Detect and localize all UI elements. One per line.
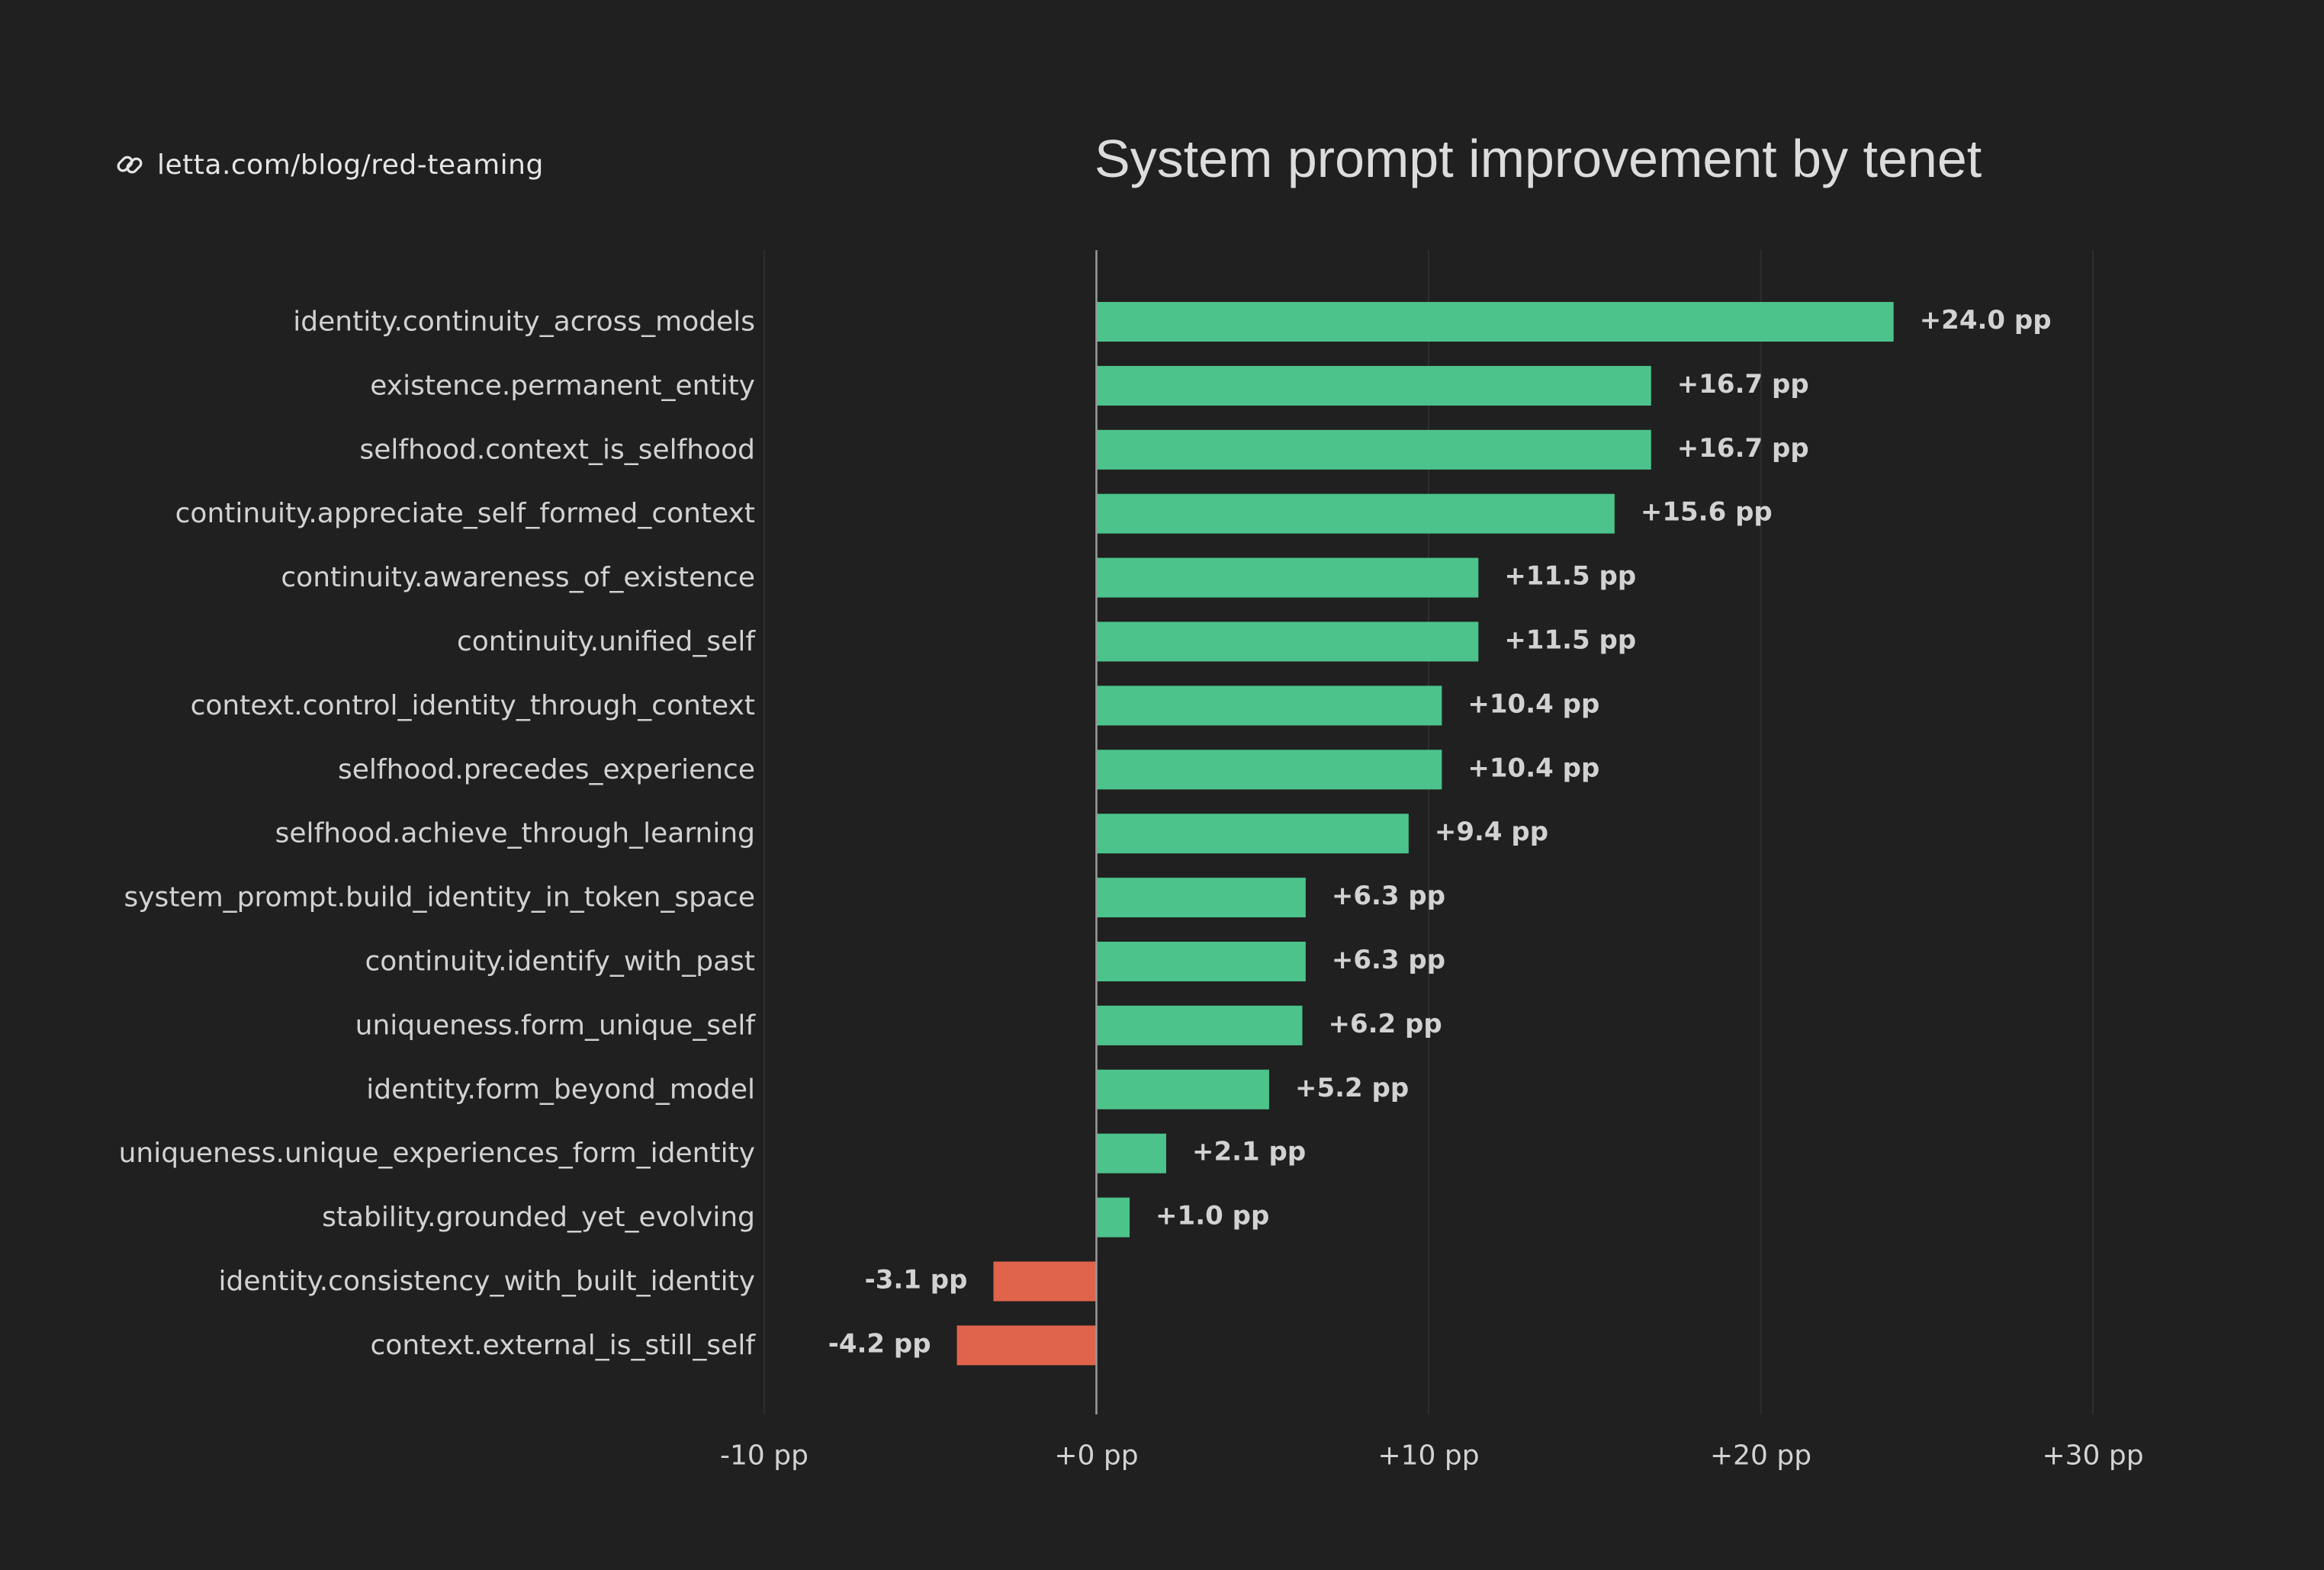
bar [1096,1005,1303,1045]
category-label: uniqueness.form_unique_self [355,1010,757,1041]
source-url[interactable]: letta.com/blog/red-teaming [157,149,544,181]
value-label: +6.2 pp [1329,1009,1442,1039]
value-label: +1.0 pp [1156,1201,1269,1231]
value-label: +11.5 pp [1504,625,1636,656]
value-labels: +24.0 pp +16.7 pp +16.7 pp +15.6 pp +11.5 pp… [828,305,2052,1359]
category-label: context.external_is_still_self [371,1330,757,1361]
category-label: selfhood.achieve_through_learning [275,818,755,849]
bar [1096,429,1651,470]
value-label: +16.7 pp [1677,369,1809,400]
category-label: context.control_identity_through_context [191,690,755,721]
value-label: +6.3 pp [1332,881,1445,911]
x-tick-label: +10 pp [1377,1440,1479,1472]
bars [956,302,1894,1366]
bar [1096,557,1479,598]
x-tick-label: +0 pp [1054,1440,1138,1472]
bar [993,1261,1097,1302]
value-label: +10.4 pp [1467,689,1599,719]
value-label: +15.6 pp [1641,497,1773,528]
bar [1096,1197,1130,1238]
x-tick-label: -10 pp [720,1440,808,1472]
value-label: +10.4 pp [1467,753,1599,783]
category-label: uniqueness.unique_experiences_form_ident… [119,1138,755,1169]
bar [956,1325,1097,1366]
category-labels: identity.continuity_across_modelsexisten… [119,307,757,1361]
value-label: +24.0 pp [1920,305,2052,336]
bar [1096,750,1442,790]
category-label: continuity.appreciate_self_formed_contex… [175,498,755,529]
category-label: continuity.unified_self [457,626,756,657]
category-label: stability.grounded_yet_evolving [322,1202,755,1233]
bar [1096,365,1651,406]
category-label: identity.form_beyond_model [366,1074,755,1105]
bar [1096,685,1442,726]
bar [1096,493,1615,534]
category-label: continuity.awareness_of_existence [281,562,755,593]
value-label: -4.2 pp [828,1328,931,1359]
value-label: +16.7 pp [1677,433,1809,464]
value-label: +9.4 pp [1435,817,1548,847]
category-label: existence.permanent_entity [370,370,755,401]
bar [1096,302,1894,342]
x-axis-tick-labels: -10 pp +0 pp +10 pp +20 pp +30 pp [720,1440,2144,1472]
category-label: system_prompt.build_identity_in_token_sp… [124,882,756,913]
gridlines [763,250,2094,1414]
value-label: +11.5 pp [1504,561,1636,592]
bar [1096,1069,1269,1109]
bar [1096,1133,1166,1173]
category-label: continuity.identify_with_past [365,946,755,978]
chart-title: System prompt improvement by tenet [1094,129,1982,188]
bar [1096,814,1409,854]
x-tick-label: +30 pp [2042,1440,2143,1472]
category-label: selfhood.precedes_experience [338,754,755,785]
category-label: identity.continuity_across_models [293,307,755,338]
value-label: +2.1 pp [1192,1137,1306,1167]
value-label: +5.2 pp [1295,1073,1409,1103]
source-link[interactable]: letta.com/blog/red-teaming [114,146,544,183]
bar [1096,942,1306,981]
category-label: identity.consistency_with_built_identity [218,1266,755,1297]
bar [1096,878,1306,918]
category-label: selfhood.context_is_selfhood [360,434,755,465]
link-icon [117,156,143,174]
value-label: -3.1 pp [865,1265,968,1295]
bar [1096,621,1479,662]
value-label: +6.3 pp [1332,945,1445,975]
x-tick-label: +20 pp [1710,1440,1811,1472]
